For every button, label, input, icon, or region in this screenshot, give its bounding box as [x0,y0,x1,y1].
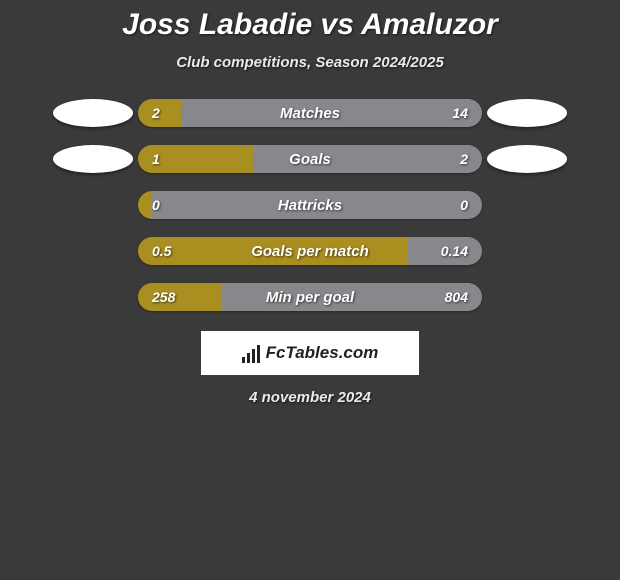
metric-row: 00Hattricks [0,191,620,219]
metric-bar: 00Hattricks [138,191,482,219]
page-title: Joss Labadie vs Amaluzor [0,8,620,42]
jersey-right-icon [482,283,572,311]
metrics-list: 214Matches 12Goals 00Hattricks 0.50.14Goals… [0,99,620,311]
metric-label: Min per goal [138,283,482,311]
metric-bar: 258804Min per goal [138,283,482,311]
date-label: 4 november 2024 [0,389,620,406]
metric-bar: 214Matches [138,99,482,127]
metric-bar: 12Goals [138,145,482,173]
metric-row: 214Matches [0,99,620,127]
logo-text: FcTables.com [266,343,379,363]
jersey-left-icon [48,237,138,265]
logo-bars-icon [242,343,260,363]
subtitle: Club competitions, Season 2024/2025 [0,54,620,71]
metric-label: Matches [138,99,482,127]
metric-row: 258804Min per goal [0,283,620,311]
metric-row: 12Goals [0,145,620,173]
metric-label: Hattricks [138,191,482,219]
metric-row: 0.50.14Goals per match [0,237,620,265]
metric-label: Goals [138,145,482,173]
metric-label: Goals per match [138,237,482,265]
jersey-left-icon [48,145,138,173]
jersey-right-icon [482,191,572,219]
jersey-left-icon [48,191,138,219]
source-logo: FcTables.com [201,331,419,375]
metric-bar: 0.50.14Goals per match [138,237,482,265]
jersey-left-icon [48,99,138,127]
jersey-left-icon [48,283,138,311]
jersey-right-icon [482,145,572,173]
jersey-right-icon [482,237,572,265]
jersey-right-icon [482,99,572,127]
comparison-infographic: Joss Labadie vs Amaluzor Club competitio… [0,0,620,406]
